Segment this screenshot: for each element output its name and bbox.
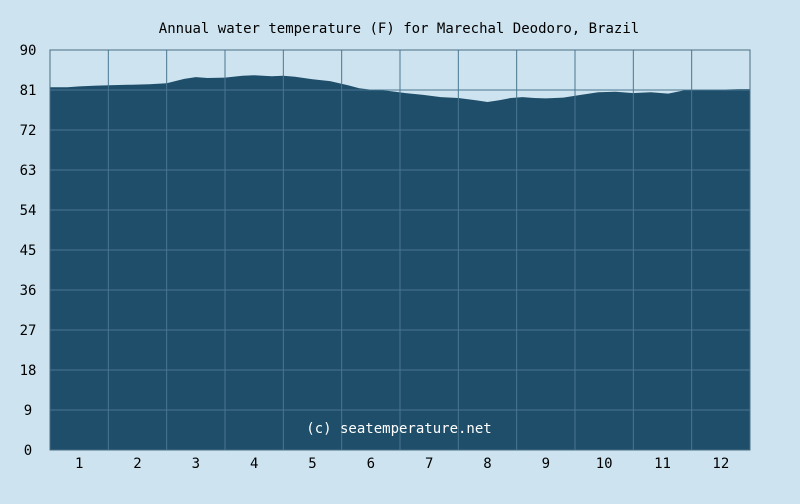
x-tick-label: 9 xyxy=(542,456,550,472)
y-tick-label: 90 xyxy=(20,43,37,59)
y-tick-label: 0 xyxy=(24,443,32,459)
y-tick-label: 27 xyxy=(20,323,37,339)
y-tick-label: 18 xyxy=(20,363,37,379)
y-tick-label: 45 xyxy=(20,243,37,259)
watermark-text: (c) seatemperature.net xyxy=(306,421,491,437)
y-tick-label: 36 xyxy=(20,283,37,299)
y-tick-label: 72 xyxy=(20,123,37,139)
x-tick-label: 2 xyxy=(133,456,141,472)
x-tick-label: 5 xyxy=(308,456,316,472)
x-tick-label: 4 xyxy=(250,456,258,472)
x-tick-label: 1 xyxy=(75,456,83,472)
x-tick-label: 6 xyxy=(367,456,375,472)
x-tick-label: 12 xyxy=(712,456,729,472)
x-tick-label: 11 xyxy=(654,456,671,472)
y-tick-label: 54 xyxy=(20,203,37,219)
x-tick-label: 8 xyxy=(483,456,491,472)
x-tick-label: 7 xyxy=(425,456,433,472)
y-tick-label: 63 xyxy=(20,163,37,179)
plot-frame xyxy=(49,49,751,451)
y-tick-label: 81 xyxy=(20,83,37,99)
chart-title: Annual water temperature (F) for Marecha… xyxy=(159,21,639,37)
x-tick-label: 3 xyxy=(192,456,200,472)
y-tick-label: 9 xyxy=(24,403,32,419)
x-tick-label: 10 xyxy=(596,456,613,472)
